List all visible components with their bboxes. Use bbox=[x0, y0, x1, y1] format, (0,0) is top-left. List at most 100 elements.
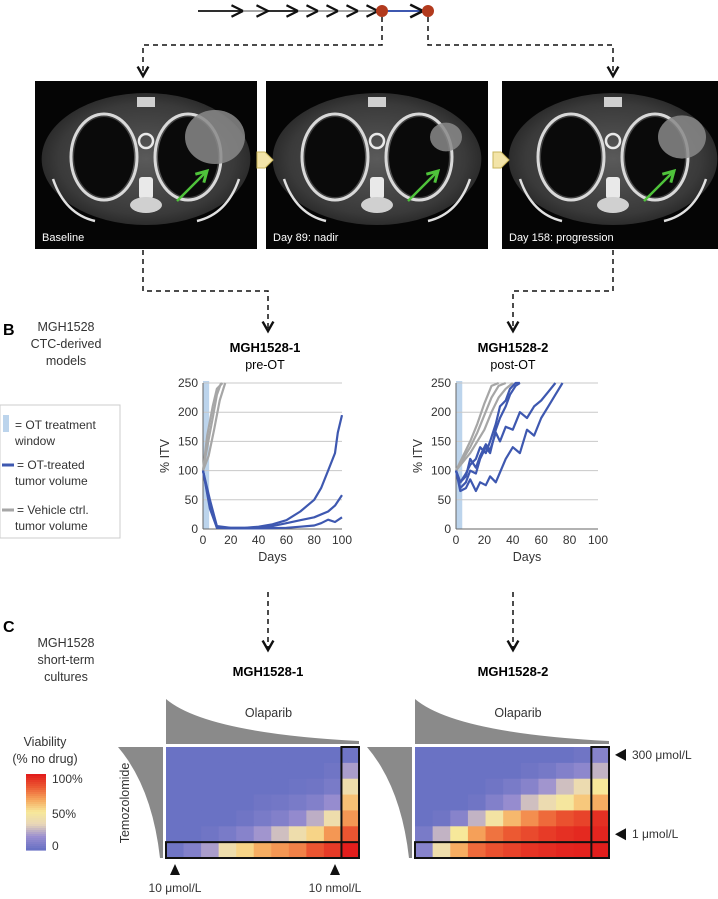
colorbar-segment bbox=[26, 814, 46, 817]
heatmap-cell bbox=[432, 747, 451, 764]
heatmap-cell bbox=[556, 842, 575, 859]
colorbar-segment bbox=[26, 832, 46, 835]
heatmap-cell bbox=[323, 826, 342, 843]
legend-window-swatch bbox=[3, 415, 9, 432]
ct-vertebra bbox=[361, 197, 393, 213]
heatmap-mgh1528-1: Olaparib 10 μmol/L 10 nmol/L bbox=[118, 699, 362, 895]
colorbar-segment bbox=[26, 790, 46, 793]
heatmap-cell bbox=[253, 747, 272, 764]
heatmap-cell bbox=[288, 747, 307, 764]
heatmap-cell bbox=[467, 747, 486, 764]
colorbar-segment bbox=[26, 844, 46, 847]
chart2-title: MGH1528-2 bbox=[478, 340, 549, 355]
heatmap-cell bbox=[236, 794, 255, 811]
colorbar-segment bbox=[26, 786, 46, 789]
heatmap-cell bbox=[556, 747, 575, 764]
heatmap-cell bbox=[450, 810, 469, 827]
colorbar-segment bbox=[26, 782, 46, 785]
heatmap-cell bbox=[432, 762, 451, 780]
dashed-connectors-top bbox=[136, 17, 620, 79]
heatmap-cell bbox=[306, 747, 325, 764]
heatmap-cell bbox=[432, 778, 451, 795]
heatmap-cell bbox=[467, 826, 486, 843]
colorbar-segment bbox=[26, 848, 46, 851]
heatmap-cell bbox=[218, 778, 237, 795]
heatmap-cell bbox=[253, 778, 272, 795]
heatmap-cell bbox=[450, 747, 469, 764]
vehicle-line-3 bbox=[201, 382, 227, 471]
heatmap-cell bbox=[538, 762, 557, 780]
line-chart-mgh1528-2: 0 50 100 150 200 250 0 20 40 60 80 100 Days % ITV bbox=[411, 376, 608, 564]
x-axis-label: Days bbox=[258, 550, 286, 564]
heatmap-cell bbox=[467, 762, 486, 780]
scale-title-l1: Viability bbox=[24, 735, 68, 749]
ct-scapula-left bbox=[282, 178, 327, 223]
temozolomide-gradient-wedge bbox=[118, 747, 163, 858]
heatmap-cell bbox=[415, 826, 434, 843]
marker-label-bottom: 1 μmol/L bbox=[632, 827, 679, 841]
heatmap-cell bbox=[538, 810, 557, 827]
panel-b-legend: = OT treatment window = OT-treated tumor… bbox=[0, 404, 121, 539]
treatment-timeline bbox=[198, 5, 434, 17]
colorbar-segment bbox=[26, 842, 46, 845]
marker-triangle-left bbox=[170, 864, 180, 875]
y-tick-label: 100 bbox=[431, 464, 451, 478]
heatmap-cell bbox=[236, 826, 255, 843]
heatmap-cell bbox=[341, 762, 360, 780]
heatmap-cell bbox=[166, 794, 184, 811]
ct-panel-3: Day 158: progression bbox=[502, 81, 718, 249]
heatmap-cell bbox=[432, 842, 451, 859]
heatmap-cell bbox=[503, 842, 522, 859]
heatmap-cell bbox=[306, 762, 325, 780]
vehicle-line-1 bbox=[455, 382, 514, 472]
panel-b-letter: B bbox=[3, 322, 15, 339]
heatmap-cell bbox=[306, 778, 325, 795]
heatmap-cell bbox=[573, 794, 592, 811]
heatmap-cell bbox=[503, 762, 522, 780]
heatmap-cell bbox=[288, 810, 307, 827]
heatmap-cell bbox=[271, 826, 290, 843]
heatmap-cell bbox=[323, 762, 342, 780]
heatmap-cell bbox=[591, 810, 610, 827]
heatmap-cell bbox=[341, 842, 360, 859]
colorbar-segment bbox=[26, 820, 46, 823]
heatmap-cell bbox=[591, 747, 610, 764]
x-tick-label: 40 bbox=[506, 533, 520, 547]
ct-sternum bbox=[137, 97, 155, 107]
heatmap-cell bbox=[450, 826, 469, 843]
heatmap-cell bbox=[236, 810, 255, 827]
heatmap-cell bbox=[520, 778, 539, 795]
scale-colorbar bbox=[26, 774, 46, 851]
heatmap-cell bbox=[467, 842, 486, 859]
heatmap-cell bbox=[450, 842, 469, 859]
scale-tick-0: 0 bbox=[52, 839, 59, 853]
heatmap-cell bbox=[166, 762, 184, 780]
olaparib-label: Olaparib bbox=[245, 706, 292, 720]
heatmap-cell bbox=[573, 747, 592, 764]
heatmap-cell bbox=[591, 826, 610, 843]
colorbar-segment bbox=[26, 802, 46, 805]
heatmap-cell bbox=[485, 747, 504, 764]
x-tick-label: 0 bbox=[200, 533, 207, 547]
ct-left-lung bbox=[541, 117, 601, 197]
heatmap-cell bbox=[485, 826, 504, 843]
olaparib-gradient-wedge bbox=[166, 699, 359, 744]
heatmap-cell bbox=[183, 794, 202, 811]
ct-rib-right bbox=[384, 112, 454, 202]
chart2-subtitle: post-OT bbox=[490, 358, 536, 372]
heatmap-cell bbox=[323, 778, 342, 795]
heatmap-cell bbox=[218, 826, 237, 843]
ct-trachea bbox=[368, 132, 386, 150]
colorbar-segment bbox=[26, 816, 46, 819]
progression-chevron-1 bbox=[256, 151, 274, 169]
heatmap-cell bbox=[166, 810, 184, 827]
heatmap-cell bbox=[467, 778, 486, 795]
heatmap-cell bbox=[520, 810, 539, 827]
heatmap-cell bbox=[306, 810, 325, 827]
legend-vehicle-label-l1: = Vehicle ctrl. bbox=[17, 503, 89, 517]
heatmap-cell bbox=[271, 778, 290, 795]
treated-line-3 bbox=[201, 470, 343, 530]
highlight-last-row bbox=[414, 841, 610, 860]
heatmap-cell bbox=[201, 747, 220, 764]
ct-rib-left bbox=[69, 112, 139, 202]
